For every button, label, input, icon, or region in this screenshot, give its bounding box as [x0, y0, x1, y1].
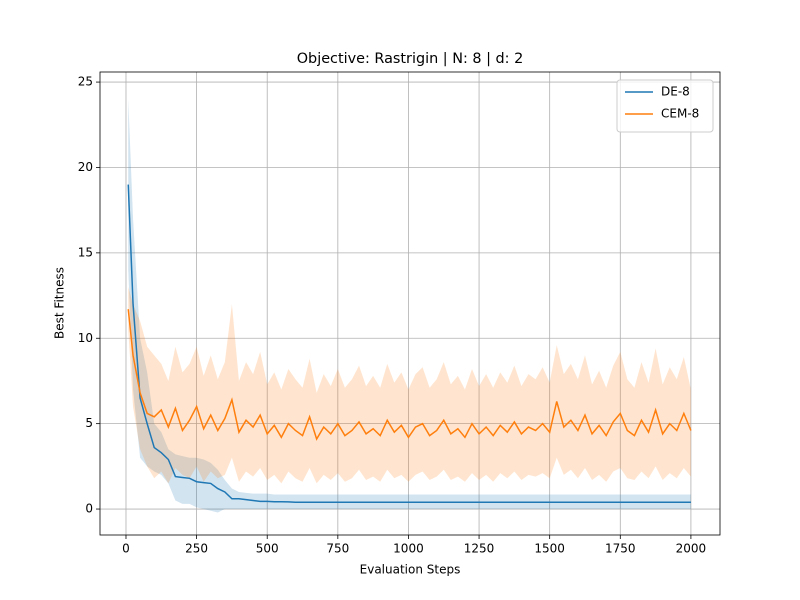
- grid: [100, 72, 720, 535]
- x-tick-label: 1250: [464, 542, 495, 556]
- legend-label: DE-8: [661, 85, 690, 99]
- y-tick-label: 10: [78, 331, 93, 345]
- y-tick-label: 25: [78, 75, 93, 89]
- x-tick-label: 1500: [534, 542, 565, 556]
- y-axis-label: Best Fitness: [53, 267, 67, 339]
- series-line: [127, 309, 692, 441]
- x-tick-label: 500: [256, 542, 279, 556]
- y-tick-label: 20: [78, 160, 93, 174]
- x-axis-label: Evaluation Steps: [360, 563, 461, 577]
- chart-title: Objective: Rastrigin | N: 8 | d: 2: [297, 51, 524, 67]
- x-tick-label: 2000: [676, 542, 707, 556]
- x-tick-label: 1750: [605, 542, 636, 556]
- plot-area: [127, 99, 692, 513]
- series-line: [127, 184, 691, 503]
- legend: DE-8 CEM-8: [616, 79, 714, 133]
- y-tick-label: 15: [78, 245, 93, 259]
- legend-box: [616, 79, 714, 133]
- legend-label: CEM-8: [661, 107, 699, 121]
- y-tick-label: 0: [85, 502, 93, 516]
- x-tick-label: 1000: [393, 542, 424, 556]
- y-tick-label: 5: [85, 416, 93, 430]
- x-tick-label: 250: [185, 542, 208, 556]
- x-tick-label: 750: [326, 542, 349, 556]
- plot-frame: [99, 71, 721, 536]
- x-tick-label: 0: [122, 542, 130, 556]
- confidence-band: [128, 287, 691, 484]
- confidence-band: [128, 99, 691, 513]
